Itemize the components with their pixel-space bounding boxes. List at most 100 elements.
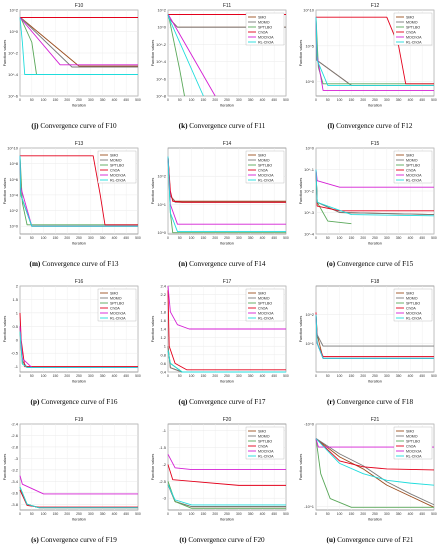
chart-F14: F14 10^0 10^1 10^2 0 50 100 150 200 250 300 350 400 4… (151, 141, 289, 246)
x-tick-label: 100 (337, 512, 343, 516)
x-tick-label: 450 (271, 98, 277, 102)
legend-label: SPTLBO (110, 163, 124, 167)
y-tick-label: 0.8 (160, 352, 166, 357)
x-tick-label: 200 (212, 374, 218, 378)
x-tick-label: 50 (326, 512, 330, 516)
x-tick-label: 50 (30, 512, 34, 516)
legend-label: MOChOA (110, 173, 126, 177)
x-tick-label: 450 (271, 236, 277, 240)
y-tick-label: 10^2 (157, 174, 166, 179)
x-tick-label: 300 (236, 236, 242, 240)
x-tick-label: 250 (224, 98, 230, 102)
y-axis-label: Function values (299, 316, 303, 343)
x-tick-label: 400 (260, 98, 266, 102)
chart-F15: F15 10^-4 10^-3 10^-2 10^-1 10^0 0 50 100 150 200 2… (299, 141, 437, 246)
x-tick-label: 450 (419, 236, 425, 240)
legend-label: RL-ChOA (258, 454, 274, 458)
panel-letter: (t) (179, 536, 187, 544)
legend-label: RL-ChOA (258, 178, 274, 182)
x-tick-label: 350 (396, 512, 402, 516)
legend-label: SMO (258, 153, 266, 157)
y-tick-label: 10^1 (157, 202, 166, 207)
legend-label: SMO (258, 15, 266, 19)
panel-caption-text: Convergence curve of F14 (187, 260, 266, 268)
y-tick-label: 10^2 (305, 312, 314, 317)
legend-label: MOChOA (258, 449, 274, 453)
panel-caption-text: Convergence curve of F13 (40, 260, 119, 268)
legend-label: SMO (406, 291, 414, 295)
x-tick-label: 250 (372, 98, 378, 102)
legend-label: ChOA (110, 168, 120, 172)
legend-box (245, 426, 285, 460)
x-tick-label: 450 (123, 236, 129, 240)
x-tick-label: 100 (41, 98, 47, 102)
y-tick-label: 10^0 (9, 224, 18, 229)
y-tick-label: 1.5 (12, 297, 18, 302)
x-axis-label: Iteration (220, 104, 234, 108)
series-line-SPTLBO (19, 155, 138, 226)
chart-title: F12 (371, 3, 380, 9)
x-tick-label: 50 (178, 374, 182, 378)
series-line-SPTLBO (315, 438, 434, 508)
legend-box (97, 150, 137, 184)
y-tick-label: 0.4 (160, 370, 166, 375)
x-tick-label: 200 (360, 374, 366, 378)
x-tick-label: 250 (224, 374, 230, 378)
x-tick-label: 100 (189, 512, 195, 516)
y-tick-label: -2 (162, 462, 166, 467)
x-tick-label: 200 (360, 512, 366, 516)
x-tick-label: 200 (64, 374, 70, 378)
legend-label: RL-ChOA (406, 178, 422, 182)
x-tick-label: 100 (337, 374, 343, 378)
y-tick-label: 1.4 (160, 327, 166, 332)
y-tick-label: 0.6 (160, 361, 166, 366)
legend-label: MOMO (406, 296, 418, 300)
panel-letter: (l) (327, 122, 335, 130)
series-line-RL-ChOA (19, 486, 138, 509)
legend-label: RL-ChOA (110, 178, 126, 182)
x-axis-label: Iteration (220, 380, 234, 384)
x-tick-label: 150 (53, 374, 59, 378)
y-axis-label: Function values (151, 316, 155, 343)
y-tick-label: 10^8 (9, 161, 18, 166)
x-tick-label: 100 (189, 98, 195, 102)
x-tick-label: 450 (419, 98, 425, 102)
x-tick-label: 150 (53, 236, 59, 240)
x-axis-label: Iteration (72, 104, 86, 108)
legend-label: MOChOA (406, 35, 422, 39)
legend-box (393, 150, 433, 184)
series-line-RL-ChOA (315, 169, 435, 217)
legend-label: MOMO (258, 20, 270, 24)
x-tick-label: 50 (30, 374, 34, 378)
y-tick-label: 10^10 (303, 8, 315, 13)
y-axis-label: Function values (3, 40, 7, 67)
y-tick-label: -10^1 (304, 504, 315, 509)
panel-letter: (n) (178, 260, 188, 268)
x-tick-label: 500 (283, 374, 289, 378)
y-axis-label: Function values (151, 40, 155, 67)
x-tick-label: 500 (283, 98, 289, 102)
y-axis-label: Function values (151, 454, 155, 481)
panel-caption-text: Convergence curve of F19 (38, 536, 117, 544)
legend-label: ChOA (406, 444, 416, 448)
x-tick-label: 500 (431, 374, 437, 378)
legend-box (393, 426, 433, 460)
y-tick-label: -3.4 (11, 479, 19, 484)
x-tick-label: 300 (384, 236, 390, 240)
y-tick-label: 0 (16, 337, 19, 342)
panel-caption: (o) Convergence curve of F15 (296, 260, 444, 268)
legend-label: SPTLBO (406, 25, 420, 29)
legend-label: ChOA (258, 444, 268, 448)
y-tick-label: 10^0 (305, 79, 314, 84)
y-tick-label: 10^0 (305, 146, 314, 151)
x-tick-label: 400 (408, 512, 414, 516)
y-tick-label: -1 (162, 428, 166, 433)
y-tick-label: 10^2 (9, 208, 18, 213)
chart-title: F15 (371, 141, 380, 147)
x-tick-label: 350 (248, 374, 254, 378)
legend-label: SMO (258, 291, 266, 295)
y-tick-label: 10^10 (7, 146, 19, 151)
x-tick-label: 200 (64, 512, 70, 516)
legend-label: MOMO (110, 158, 122, 162)
panel-caption-text: Convergence curve of F21 (335, 536, 414, 544)
